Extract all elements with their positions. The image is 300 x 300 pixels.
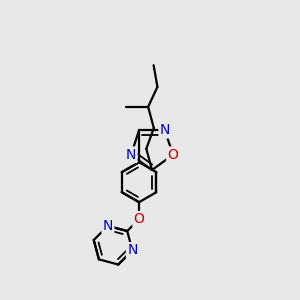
Text: O: O <box>134 212 145 226</box>
Text: N: N <box>127 243 138 257</box>
Text: N: N <box>126 148 136 162</box>
Text: N: N <box>103 219 113 233</box>
Text: N: N <box>160 123 170 137</box>
Text: O: O <box>167 148 178 162</box>
